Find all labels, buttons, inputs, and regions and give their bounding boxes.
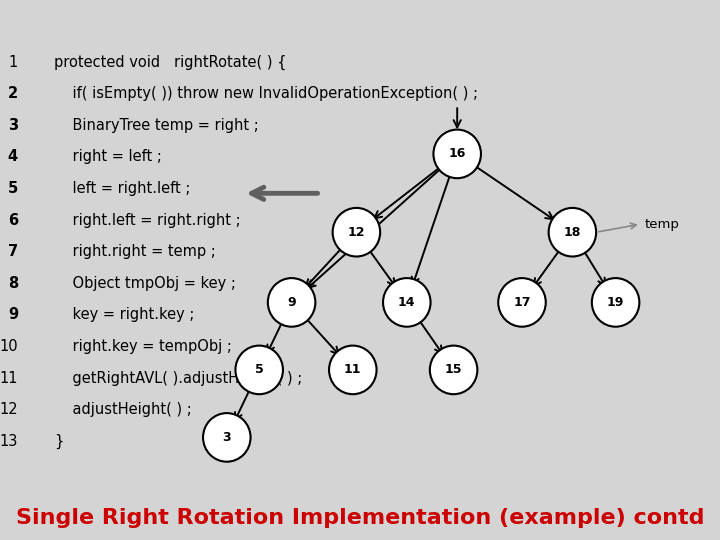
Text: 10: 10 xyxy=(0,339,18,354)
Text: }: } xyxy=(54,434,63,449)
Ellipse shape xyxy=(235,346,283,394)
Text: 9: 9 xyxy=(287,296,296,309)
Text: 3: 3 xyxy=(8,118,18,133)
Text: key = right.key ;: key = right.key ; xyxy=(54,307,194,322)
Text: right.left = right.right ;: right.left = right.right ; xyxy=(54,213,240,227)
Text: if( isEmpty( )) throw new InvalidOperationException( ) ;: if( isEmpty( )) throw new InvalidOperati… xyxy=(54,86,478,101)
Text: temp: temp xyxy=(644,218,679,231)
Text: 19: 19 xyxy=(607,296,624,309)
Ellipse shape xyxy=(329,346,377,394)
Text: 7: 7 xyxy=(8,244,18,259)
Ellipse shape xyxy=(333,208,380,256)
Ellipse shape xyxy=(203,413,251,462)
Text: protected void   rightRotate( ) {: protected void rightRotate( ) { xyxy=(54,55,287,70)
Text: 6: 6 xyxy=(8,213,18,227)
Text: 17: 17 xyxy=(513,296,531,309)
Text: 13: 13 xyxy=(0,434,18,449)
Ellipse shape xyxy=(430,346,477,394)
Ellipse shape xyxy=(268,278,315,327)
Text: 5: 5 xyxy=(255,363,264,376)
Text: BinaryTree temp = right ;: BinaryTree temp = right ; xyxy=(54,118,258,133)
Text: right.key = tempObj ;: right.key = tempObj ; xyxy=(54,339,232,354)
Ellipse shape xyxy=(433,130,481,178)
Text: right = left ;: right = left ; xyxy=(54,150,162,164)
Text: 12: 12 xyxy=(0,402,18,417)
Text: 1: 1 xyxy=(9,55,18,70)
Ellipse shape xyxy=(498,278,546,327)
Ellipse shape xyxy=(549,208,596,256)
Text: 9: 9 xyxy=(8,307,18,322)
Text: 14: 14 xyxy=(398,296,415,309)
Text: adjustHeight( ) ;: adjustHeight( ) ; xyxy=(54,402,192,417)
Text: Single Right Rotation Implementation (example) contd: Single Right Rotation Implementation (ex… xyxy=(16,508,704,529)
Text: 11: 11 xyxy=(344,363,361,376)
Text: 2: 2 xyxy=(8,86,18,101)
Text: 8: 8 xyxy=(8,276,18,291)
Text: 3: 3 xyxy=(222,431,231,444)
Text: getRightAVL( ).adjustHeight( ) ;: getRightAVL( ).adjustHeight( ) ; xyxy=(54,370,302,386)
Text: 16: 16 xyxy=(449,147,466,160)
Text: left = right.left ;: left = right.left ; xyxy=(54,181,190,196)
Text: Object tmpObj = key ;: Object tmpObj = key ; xyxy=(54,276,236,291)
Text: right.right = temp ;: right.right = temp ; xyxy=(54,244,216,259)
Text: 5: 5 xyxy=(8,181,18,196)
Text: 11: 11 xyxy=(0,370,18,386)
Text: 4: 4 xyxy=(8,150,18,164)
Text: 15: 15 xyxy=(445,363,462,376)
Ellipse shape xyxy=(383,278,431,327)
Ellipse shape xyxy=(592,278,639,327)
Text: 18: 18 xyxy=(564,226,581,239)
Text: 12: 12 xyxy=(348,226,365,239)
